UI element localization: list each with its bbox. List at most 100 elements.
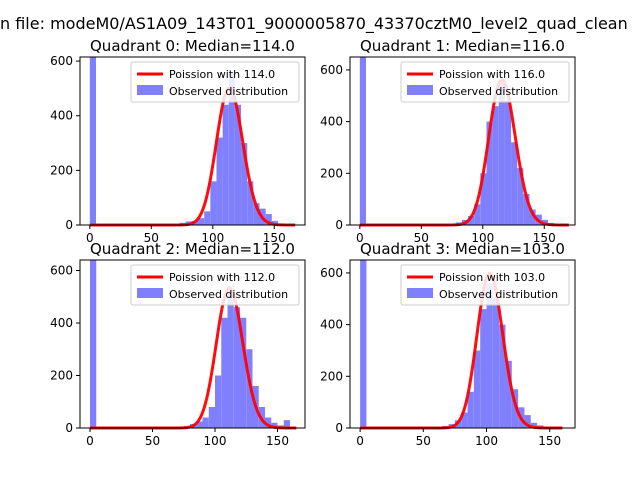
legend-box <box>400 264 570 306</box>
quadrant-2-plot: 0 50 100 150 0 200 400 600 Quadrant 2: Median=11… <box>50 240 306 448</box>
y-tick-label: 400 <box>320 115 343 129</box>
quadrant-3-plot: 0 50 100 150 0 200 400 600 Quadrant 3: Median=10… <box>320 240 576 448</box>
legend-label-poisson: Poission with 103.0 <box>439 271 545 284</box>
histogram-bar <box>504 100 512 225</box>
histogram-bar <box>221 317 228 428</box>
histogram-bar <box>529 209 536 225</box>
quadrant-title: Quadrant 0: Median=114.0 <box>90 37 295 55</box>
quadrant-title: Quadrant 2: Median=112.0 <box>90 240 295 258</box>
legend-patch-swatch <box>407 85 433 95</box>
x-tick-label: 50 <box>144 231 159 245</box>
quadrant-1-plot: 0 50 100 150 0 200 400 600 Quadrant 1: Median=11… <box>320 37 576 245</box>
y-tick-label: 0 <box>65 218 73 232</box>
legend-patch-swatch <box>407 288 433 298</box>
histogram-bar <box>498 80 505 225</box>
x-tick-label: 100 <box>475 434 498 448</box>
y-tick-label: 400 <box>50 316 73 330</box>
histogram-bar <box>215 375 222 428</box>
axes-frame <box>79 259 306 429</box>
histogram-bar <box>196 421 203 428</box>
histogram-bar <box>216 137 223 225</box>
histogram-bar <box>208 407 215 428</box>
x-tick-label: 0 <box>86 434 94 448</box>
histogram-bar <box>240 317 247 428</box>
histogram-bar <box>233 307 240 428</box>
histogram-bar <box>89 57 96 225</box>
y-tick-label: 0 <box>335 218 343 232</box>
histogram-bar <box>210 181 217 225</box>
x-tick-label: 100 <box>204 434 227 448</box>
histogram-bar <box>473 350 481 428</box>
histogram-bar <box>234 104 242 225</box>
y-tick-label: 200 <box>50 163 73 177</box>
histogram-bar <box>530 422 538 428</box>
histogram-bar <box>511 142 518 225</box>
histogram-bar <box>90 260 97 428</box>
legend: Poission with 103.0 Observed distribution <box>400 264 570 306</box>
histogram-bar <box>246 349 253 428</box>
axes-frame <box>349 56 576 226</box>
x-tick-label: 0 <box>356 231 364 245</box>
histogram-bar <box>461 412 468 428</box>
histogram-bar <box>480 309 487 428</box>
histogram-bar <box>222 104 229 225</box>
histogram-bar <box>474 204 481 225</box>
y-tick-label: 400 <box>50 109 73 123</box>
poisson-line <box>89 286 297 430</box>
histogram-bar <box>523 193 530 225</box>
histogram-bar <box>228 72 235 226</box>
x-tick-label: 0 <box>86 231 94 245</box>
histogram-bar <box>505 360 512 428</box>
legend-box <box>130 61 300 103</box>
histogram-bar <box>359 57 366 225</box>
y-tick-label: 600 <box>50 264 73 278</box>
legend: Poission with 116.0 Observed distribution <box>400 61 570 103</box>
legend-label-poisson: Poission with 112.0 <box>169 271 275 284</box>
histogram-bar <box>517 168 524 225</box>
legend: Poission with 112.0 Observed distribution <box>130 264 300 306</box>
histogram-bar <box>467 391 474 428</box>
y-tick-label: 600 <box>50 54 73 68</box>
poisson-line <box>89 86 296 227</box>
y-tick-label: 0 <box>65 421 73 435</box>
legend-patch-swatch <box>137 288 163 298</box>
x-tick-label: 50 <box>145 434 160 448</box>
histogram-bar <box>486 283 493 428</box>
axes-frame <box>79 56 306 226</box>
legend-label-poisson: Poission with 116.0 <box>439 68 545 81</box>
legend-label-observed: Observed distribution <box>439 85 558 98</box>
x-tick-label: 50 <box>414 231 429 245</box>
y-tick-label: 600 <box>320 63 343 77</box>
legend-label-observed: Observed distribution <box>439 288 558 301</box>
y-tick-label: 400 <box>320 318 343 332</box>
histogram-bar <box>499 324 506 428</box>
legend-box <box>130 264 300 306</box>
histogram-bar <box>283 420 290 429</box>
legend-label-observed: Observed distribution <box>169 288 288 301</box>
y-tick-label: 200 <box>320 369 343 383</box>
x-tick-label: 100 <box>201 231 224 245</box>
histogram-bar <box>253 203 260 225</box>
quadrant-title: Quadrant 1: Median=116.0 <box>360 37 565 55</box>
legend-label-poisson: Poission with 114.0 <box>169 68 275 81</box>
histogram-bar <box>486 121 493 225</box>
histogram-bar <box>360 260 367 428</box>
figure-suptitle: n file: modeM0/AS1A09_143T01_9000005870_… <box>0 14 628 33</box>
histogram-bar <box>198 218 205 225</box>
y-tick-label: 200 <box>50 369 73 383</box>
histogram-bar <box>241 143 248 225</box>
histogram-bar <box>492 298 500 428</box>
x-tick-label: 150 <box>538 434 561 448</box>
y-tick-label: 0 <box>335 421 343 435</box>
histogram-bar <box>227 291 234 428</box>
quadrant-0-plot: 0 50 100 150 0 200 400 600 Quadrant 0: Median=11… <box>50 37 306 245</box>
histogram-bar <box>247 181 254 225</box>
x-tick-label: 100 <box>471 231 494 245</box>
x-tick-label: 150 <box>266 434 289 448</box>
axes-frame <box>349 259 576 429</box>
histogram-bar <box>271 422 278 428</box>
x-tick-label: 150 <box>533 231 556 245</box>
legend: Poission with 114.0 Observed distribution <box>130 61 300 103</box>
